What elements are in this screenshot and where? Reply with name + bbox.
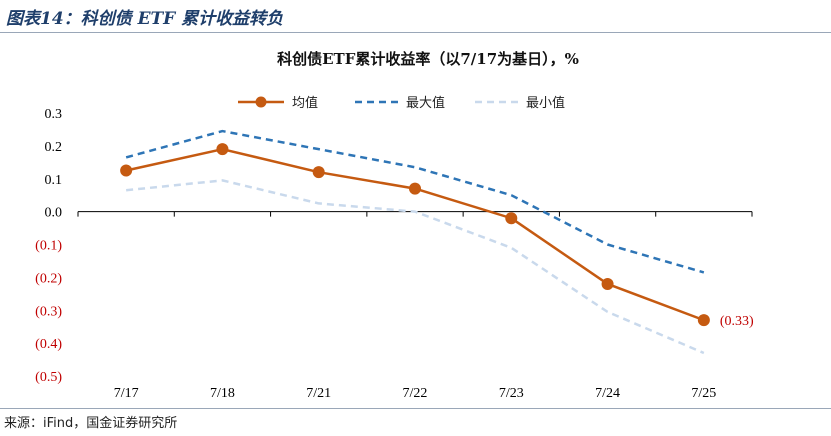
- y-tick-label: (0.2): [35, 271, 62, 286]
- legend-label-mean: 均值: [292, 95, 318, 111]
- y-tick-label: (0.1): [35, 239, 62, 254]
- legend-label-min: 最小值: [526, 95, 565, 111]
- data-point-mean: [601, 277, 614, 290]
- y-tick-label: 0.3: [45, 107, 63, 122]
- y-tick-label: 0.0: [45, 206, 63, 221]
- legend-item-mean: 均值: [238, 95, 318, 111]
- x-tick-label: 7/21: [306, 386, 331, 401]
- data-point-mean: [216, 143, 229, 156]
- axes: 7/17 7/18 7/21 7/22 7/23 7/24 7/25 0.3 0.2 0.1 0.0…: [35, 107, 753, 401]
- x-tick-label: 7/24: [595, 386, 620, 401]
- line-chart: 科创债ETF累计收益率（以7/17为基日），% 均值 最大值 最小值 7/17 7…: [35, 50, 754, 401]
- legend-marker: [255, 96, 267, 108]
- x-tick-label: 7/18: [210, 386, 235, 401]
- series-line-mean: [125, 147, 705, 322]
- y-tick-label: (0.5): [35, 370, 62, 385]
- y-tick-label: 0.2: [45, 140, 63, 155]
- data-point-mean: [120, 164, 133, 177]
- series-layer: [120, 129, 710, 355]
- legend-item-max: 最大值: [355, 95, 445, 111]
- source-divider: [0, 408, 831, 409]
- chart-title: 科创债ETF累计收益率（以7/17为基日），%: [277, 50, 579, 68]
- legend-item-min: 最小值: [475, 95, 565, 111]
- data-point-mean: [697, 314, 710, 327]
- series-line-max: [125, 129, 705, 274]
- figure-title: 图表14：科创债 ETF 累计收益转负: [6, 9, 284, 29]
- legend: 均值 最大值 最小值: [238, 95, 565, 111]
- annotation-layer: (0.33): [720, 314, 754, 329]
- y-tick-label: (0.4): [35, 337, 62, 352]
- x-tick-label: 7/23: [499, 386, 524, 401]
- data-label: (0.33): [720, 314, 754, 329]
- data-point-mean: [505, 212, 518, 225]
- source-note: 来源：iFind，国金证券研究所: [4, 416, 178, 431]
- legend-label-max: 最大值: [406, 95, 445, 111]
- y-tick-label: 0.1: [45, 173, 63, 188]
- x-tick-label: 7/17: [114, 386, 139, 401]
- data-point-mean: [312, 166, 325, 179]
- x-tick-label: 7/25: [691, 386, 716, 401]
- y-tick-label: (0.3): [35, 304, 62, 319]
- x-tick-label: 7/22: [403, 386, 428, 401]
- series-line-min: [126, 179, 705, 355]
- data-point-mean: [409, 182, 421, 195]
- title-divider: [0, 32, 831, 33]
